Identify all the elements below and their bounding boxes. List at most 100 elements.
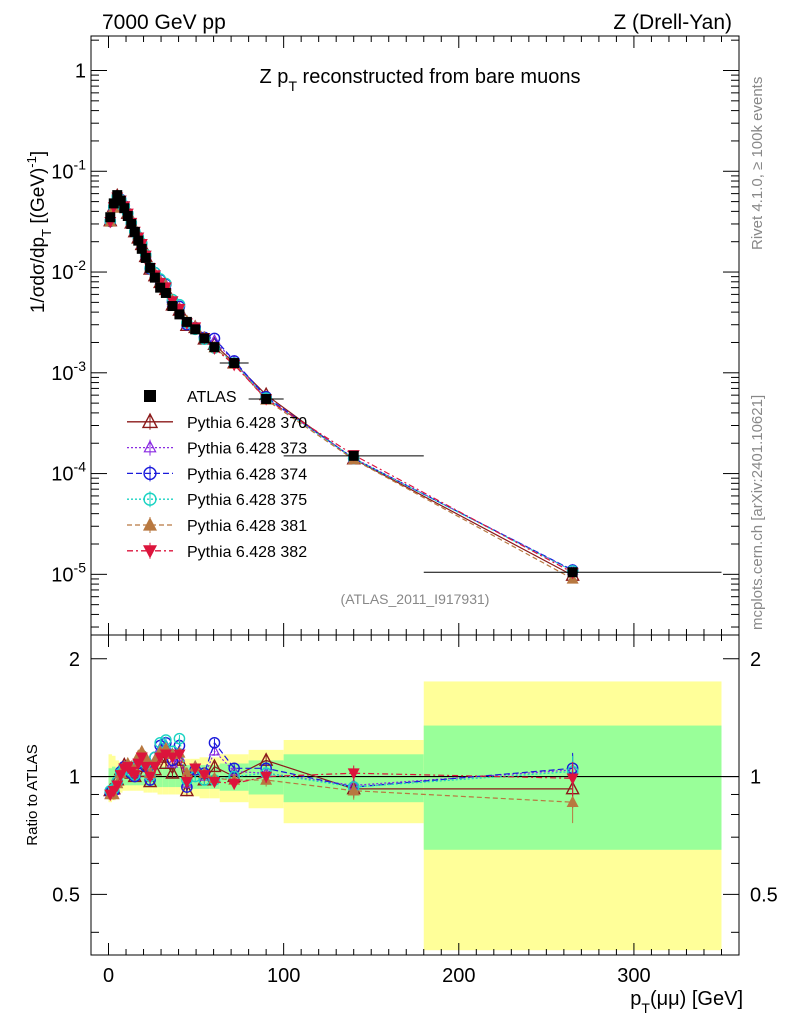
atlas-point [126,218,137,229]
plot-title-rest: reconstructed from bare muons [297,66,580,88]
x-tick-label: 200 [442,965,475,987]
y-tick-label-base: 10 [51,464,73,486]
ratio-y-tick-label-left: 0.5 [52,884,80,906]
legend-label: Pythia 6.428 382 [187,544,307,561]
atlas-point [119,203,130,214]
y-tick-label-base: 1 [75,61,86,83]
legend-marker [143,517,157,531]
y-tick-label: 10-1 [51,156,86,183]
series-point-ratio [347,768,360,780]
legend-label: Pythia 6.428 381 [187,518,307,535]
atlas-point [145,262,156,273]
series-line-top [109,195,573,572]
ylabel-part-c: [(GeV) [28,168,49,229]
legend-label: Pythia 6.428 375 [187,492,307,509]
atlas-point [209,342,220,353]
ratio-y-tick-label-right: 0.5 [750,884,778,906]
ratio-y-tick-label-right: 1 [750,767,761,789]
legend-label: Pythia 6.428 373 [187,441,307,458]
y-tick-label-exp: -4 [74,459,87,475]
ratio-y-tick-label-left: 2 [69,649,80,671]
legend-marker [143,466,157,481]
legend-marker [143,440,157,453]
atlas-point [140,252,151,263]
xlabel-part-a: p [630,988,641,1010]
y-tick-label-base: 10 [51,564,73,586]
x-tick-label: 100 [267,965,300,987]
series-point-ratio [144,771,157,784]
y-tick-label-base: 10 [51,161,73,183]
top-panel-series [103,187,722,584]
y-tick-label-exp: -1 [74,156,87,172]
rivet-label: Rivet 4.1.0, ≥ 100k events [749,77,766,250]
y-tick-label: 10-3 [51,358,86,385]
xlabel-part-b: T [641,1000,650,1016]
ratio-y-tick-label-left: 1 [69,767,80,789]
analysis-id: (ATLAS_2011_I917931) [341,591,490,607]
series-point-ratio [189,763,202,775]
legend: ATLAS Pythia 6.428 370 Pythia 6.428 373 Pyt… [127,389,307,561]
y-tick-label: 10-4 [51,459,86,486]
atlas-point [136,243,147,254]
series-point-ratio [128,770,141,782]
series-point-ratio [166,756,179,768]
ratio-uncertainty-bands [108,681,722,951]
y-tick-label-exp: -5 [74,559,87,575]
y-tick-label: 10-2 [51,257,86,284]
legend-label: Pythia 6.428 374 [187,466,307,483]
series-point-ratio [165,765,180,779]
series-point-ratio [566,795,579,808]
series-point-ratio [566,773,579,785]
atlas-point [133,235,144,246]
series-point-ratio [208,736,221,749]
legend-marker [141,412,159,429]
series-point-ratio [158,755,174,769]
series-line-top [109,195,573,572]
legend-marker [143,492,157,506]
atlas-point [149,272,160,283]
series-point-ratio [173,732,186,745]
atlas-point [122,210,133,221]
series-point-ratio [139,761,152,774]
series-point-ratio [148,761,161,774]
atlas-point [108,198,119,209]
y-tick-label-exp: -3 [74,358,87,374]
series-line-top [109,194,573,576]
legend-label: Pythia 6.428 370 [187,415,307,432]
x-axis-label: pT(μμ) [GeV] [630,988,743,1016]
ylabel-part-d: -1 [24,156,39,168]
plot-title-main: Z p [260,66,289,88]
ratio-panel-frame [90,634,740,956]
series-point-ratio [173,749,186,761]
series-point-ratio [347,784,360,796]
series-point-ratio [207,758,222,773]
header-left: 7000 GeV pp [102,11,226,34]
atlas-point [181,316,192,327]
atlas-point [348,450,359,461]
ylabel-part-a: 1/σdσ/dp [28,237,49,313]
atlas-point [229,358,240,369]
y-axis-label-ratio: Ratio to ATLAS [24,744,41,845]
header-right: Z (Drell-Yan) [613,11,732,34]
ylabel-part-e: ] [28,151,49,156]
atlas-point [115,195,126,206]
atlas-point [105,212,116,223]
atlas-point [199,333,210,344]
series-line-top [109,196,573,574]
x-tick-label: 300 [617,965,650,987]
series-point-ratio [179,782,195,797]
ylabel-part-b: T [39,229,54,237]
atlas-point [129,226,140,237]
y-axis-label-top: 1/σdσ/dpT [(GeV)-1] [24,151,54,313]
series-point-ratio [208,776,221,789]
series-point-ratio [260,771,273,784]
y-tick-label: 1 [75,61,86,83]
legend-marker [143,545,157,559]
atlas-point [174,309,185,320]
plot-title-sub: T [288,78,297,94]
atlas-point [567,567,578,578]
series-point-ratio [198,770,211,782]
series-line-top [109,195,573,580]
xlabel-part-c: (μμ) [GeV] [650,988,743,1010]
legend-marker [144,390,156,402]
